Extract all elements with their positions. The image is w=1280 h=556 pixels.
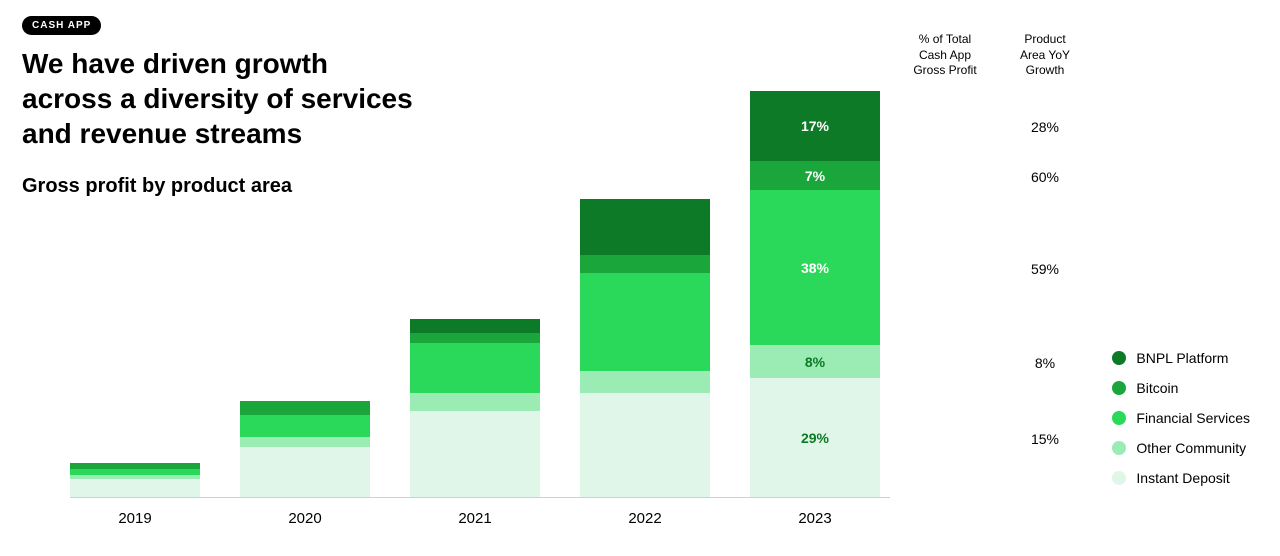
legend-swatch-instant xyxy=(1112,471,1126,485)
bar-2022 xyxy=(580,199,710,497)
legend-swatch-financial xyxy=(1112,411,1126,425)
bar-2019 xyxy=(70,463,200,497)
bar-seg-financial: 38% xyxy=(750,190,880,345)
annot-header-yoy-text: ProductArea YoYGrowth xyxy=(1000,32,1090,79)
legend-swatch-bitcoin xyxy=(1112,381,1126,395)
legend-label-bitcoin: Bitcoin xyxy=(1136,380,1178,396)
bar-seg-bnpl: 17% xyxy=(750,91,880,161)
annot-header-yoy: ProductArea YoYGrowth xyxy=(1000,32,1090,79)
legend-item-bnpl: BNPL Platform xyxy=(1112,350,1250,366)
bar-seg-other xyxy=(240,437,370,447)
bar-2020 xyxy=(240,401,370,497)
legend-item-bitcoin: Bitcoin xyxy=(1112,380,1250,396)
cash-app-badge: CASH APP xyxy=(22,16,101,35)
bar-2021 xyxy=(410,319,540,497)
x-label-2019: 2019 xyxy=(70,510,200,527)
annot-yoy-column: 28%60%59%8%15% xyxy=(1000,92,1090,498)
bar-seg-other: 8% xyxy=(750,345,880,378)
legend-item-financial: Financial Services xyxy=(1112,410,1250,426)
bar-seg-instant xyxy=(240,447,370,497)
bar-seg-bnpl xyxy=(580,199,710,255)
bar-seg-financial xyxy=(580,273,710,371)
annot-instant: 15% xyxy=(1000,379,1090,498)
legend-label-other: Other Community xyxy=(1136,440,1246,456)
bar-seg-instant xyxy=(70,479,200,497)
bar-seg-instant: 29% xyxy=(750,378,880,497)
bar-seg-financial xyxy=(410,343,540,393)
x-axis-labels: 2019 2020 2021 2022 2023 xyxy=(70,510,890,540)
bar-seg-bnpl xyxy=(410,319,540,333)
x-label-2023: 2023 xyxy=(750,510,880,527)
annot-bnpl: 28% xyxy=(1000,92,1090,162)
annot-other: 8% xyxy=(1000,346,1090,379)
legend: BNPL Platform Bitcoin Financial Services Ot… xyxy=(1112,350,1250,486)
annot-header-pct-text: % of TotalCash AppGross Profit xyxy=(900,32,990,79)
legend-item-instant: Instant Deposit xyxy=(1112,470,1250,486)
legend-swatch-other xyxy=(1112,441,1126,455)
bar-seg-bitcoin xyxy=(410,333,540,343)
bar-seg-instant xyxy=(410,411,540,497)
bar-seg-bitcoin xyxy=(240,401,370,415)
x-label-2022: 2022 xyxy=(580,510,710,527)
legend-label-instant: Instant Deposit xyxy=(1136,470,1229,486)
legend-swatch-bnpl xyxy=(1112,351,1126,365)
bar-seg-other xyxy=(410,393,540,411)
bar-2023: 17%7%38%8%29% xyxy=(750,91,880,497)
bar-seg-other xyxy=(580,371,710,393)
stacked-bar-chart: 17%7%38%8%29% xyxy=(70,88,890,498)
bar-seg-financial xyxy=(240,415,370,437)
legend-label-bnpl: BNPL Platform xyxy=(1136,350,1228,366)
x-label-2021: 2021 xyxy=(410,510,540,527)
bar-seg-bitcoin: 7% xyxy=(750,161,880,190)
annot-bitcoin: 60% xyxy=(1000,162,1090,191)
bar-seg-instant xyxy=(580,393,710,497)
legend-item-other: Other Community xyxy=(1112,440,1250,456)
annot-financial: 59% xyxy=(1000,191,1090,346)
bar-seg-bitcoin xyxy=(580,255,710,273)
annot-header-pct: % of TotalCash AppGross Profit xyxy=(900,32,990,79)
x-label-2020: 2020 xyxy=(240,510,370,527)
legend-label-financial: Financial Services xyxy=(1136,410,1250,426)
